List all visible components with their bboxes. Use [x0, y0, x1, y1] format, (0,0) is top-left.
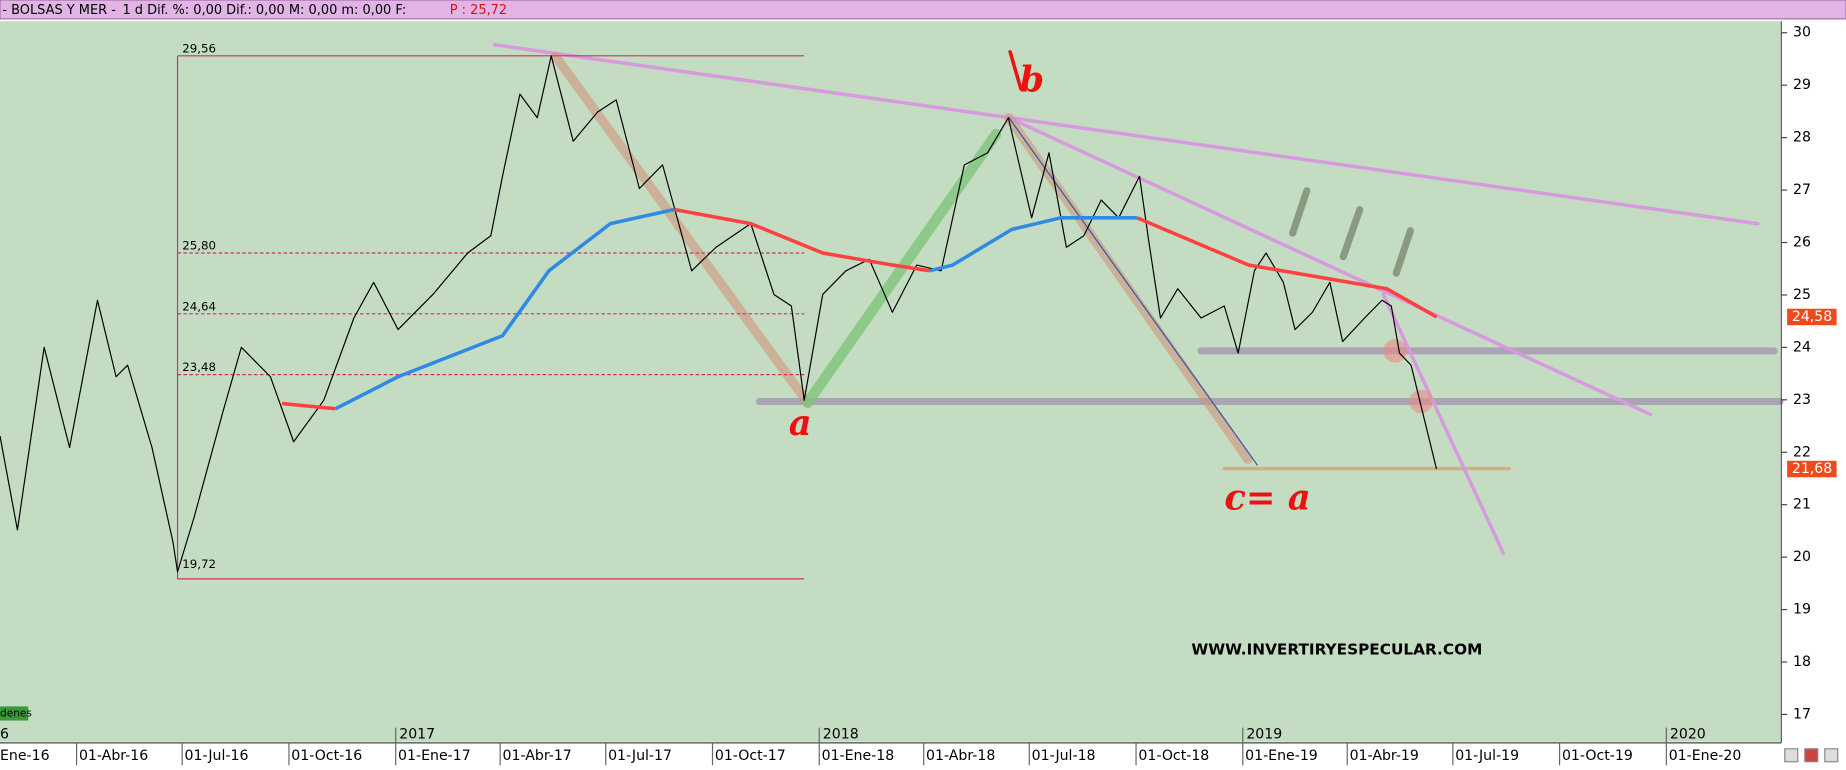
- data-layer: 29,56 25,80 24,64 23,48 19,72: [0, 41, 1438, 580]
- x-tick-label: 01-Jul-18: [1032, 748, 1096, 764]
- header-info: 1 d Dif. %: 0,00 Dif.: 0,00 M: 0,00 m: 0…: [122, 3, 406, 18]
- tick-layer: 17 18 19 20 21 22 23 24 25 26 27 28 29 30 24,58 21,68 En…: [0, 25, 1837, 766]
- hand-label: b: [1020, 59, 1045, 100]
- year-label: 2018: [823, 727, 859, 743]
- x-tick-label: 01-Abr-17: [502, 748, 571, 764]
- wave-line: [1008, 117, 1258, 466]
- moving-average: [334, 207, 675, 411]
- x-tick-label: 01-Ene-17: [398, 748, 471, 764]
- x-tick-label: 01-Ene-19: [1245, 748, 1318, 764]
- x-tick-label: 01-Oct-17: [715, 748, 786, 764]
- moving-average: [1136, 216, 1438, 319]
- x-tick-label: 01-Ene-18: [822, 748, 895, 764]
- wave-arrow: [802, 128, 1002, 408]
- y-tick-label: 25: [1793, 287, 1811, 303]
- header-bar: [0, 0, 1846, 20]
- wave-arrow: [550, 51, 813, 408]
- tab: [0, 706, 29, 721]
- pointer-arrow: [1392, 227, 1414, 277]
- moving-average: [281, 401, 336, 411]
- header-price: P : 25,72: [450, 3, 507, 18]
- year-label: 2020: [1670, 727, 1706, 743]
- toolbar-icons: [1784, 748, 1839, 763]
- y-tick-label: 30: [1793, 25, 1811, 41]
- moving-average: [929, 216, 1138, 273]
- year-label: 2019: [1246, 727, 1282, 743]
- wave-arrow: [1004, 113, 1253, 464]
- x-tick-label: 01-Oct-19: [1562, 748, 1633, 764]
- y-tick-label: 20: [1793, 549, 1811, 565]
- y-tick-label: 17: [1793, 706, 1811, 722]
- x-tick-label: 01-Jul-17: [608, 748, 672, 764]
- price-tag: [1787, 460, 1837, 478]
- x-tick-label: 01-Jul-16: [185, 748, 249, 764]
- pointer-arrow: [1339, 206, 1364, 261]
- trend-line: [1381, 292, 1506, 556]
- x-tick-label: 01-Jul-19: [1455, 748, 1519, 764]
- x-tick-label: 01-Abr-16: [79, 748, 148, 764]
- y-tick-label: 29: [1793, 77, 1811, 93]
- price-tag: [1787, 308, 1837, 326]
- y-tick-label: 28: [1793, 130, 1811, 146]
- fib-label: 23,48: [182, 360, 216, 374]
- plot-area: [0, 21, 1781, 742]
- icon: [1784, 748, 1799, 763]
- y-tick-label: 24: [1793, 339, 1811, 355]
- fib-label: 24,64: [182, 299, 216, 313]
- y-tick-label: 18: [1793, 654, 1811, 670]
- year-label: 6: [0, 727, 9, 743]
- hand-label: c= a: [1224, 477, 1310, 518]
- pointer-arrow: [1289, 187, 1311, 237]
- y-tick-label: 23: [1793, 392, 1811, 408]
- icon: [1804, 748, 1819, 763]
- trend-line: [492, 42, 1760, 226]
- x-tick-label: 01-Oct-16: [291, 748, 362, 764]
- icon: [1824, 748, 1839, 763]
- y-tick-label: 19: [1793, 602, 1811, 618]
- moving-average: [673, 207, 930, 273]
- y-tick-label: 21: [1793, 497, 1811, 513]
- fib-label: 25,80: [182, 238, 216, 252]
- marker-circle: [1383, 339, 1407, 363]
- fib-label: 19,72: [182, 557, 216, 571]
- y-tick-label: 26: [1793, 235, 1811, 251]
- x-tick-label: 01-Abr-19: [1350, 748, 1419, 764]
- price-tag-label: 21,68: [1792, 461, 1832, 477]
- price-line: [0, 55, 1438, 573]
- x-tick-label: Ene-16: [0, 748, 50, 764]
- chart-title: - BOLSAS Y MER -: [2, 3, 116, 18]
- drawings: [492, 42, 1784, 556]
- fib-label: 29,56: [182, 41, 216, 55]
- trend-line: [1007, 115, 1653, 417]
- hand-stroke: [1008, 50, 1023, 91]
- hand-label: a: [789, 403, 812, 444]
- y-tick-label: 27: [1793, 182, 1811, 198]
- tab-label: denes: [0, 707, 32, 719]
- x-tick-label: 01-Oct-18: [1138, 748, 1209, 764]
- x-tick-label: 01-Abr-18: [926, 748, 995, 764]
- price-tag-label: 24,58: [1792, 309, 1832, 325]
- watermark: WWW.INVERTIRYESPECULAR.COM: [1191, 640, 1482, 658]
- x-tick-label: 01-Ene-20: [1669, 748, 1742, 764]
- marker-circle: [1409, 389, 1433, 414]
- year-label: 2017: [399, 727, 435, 743]
- y-tick-label: 22: [1793, 444, 1811, 460]
